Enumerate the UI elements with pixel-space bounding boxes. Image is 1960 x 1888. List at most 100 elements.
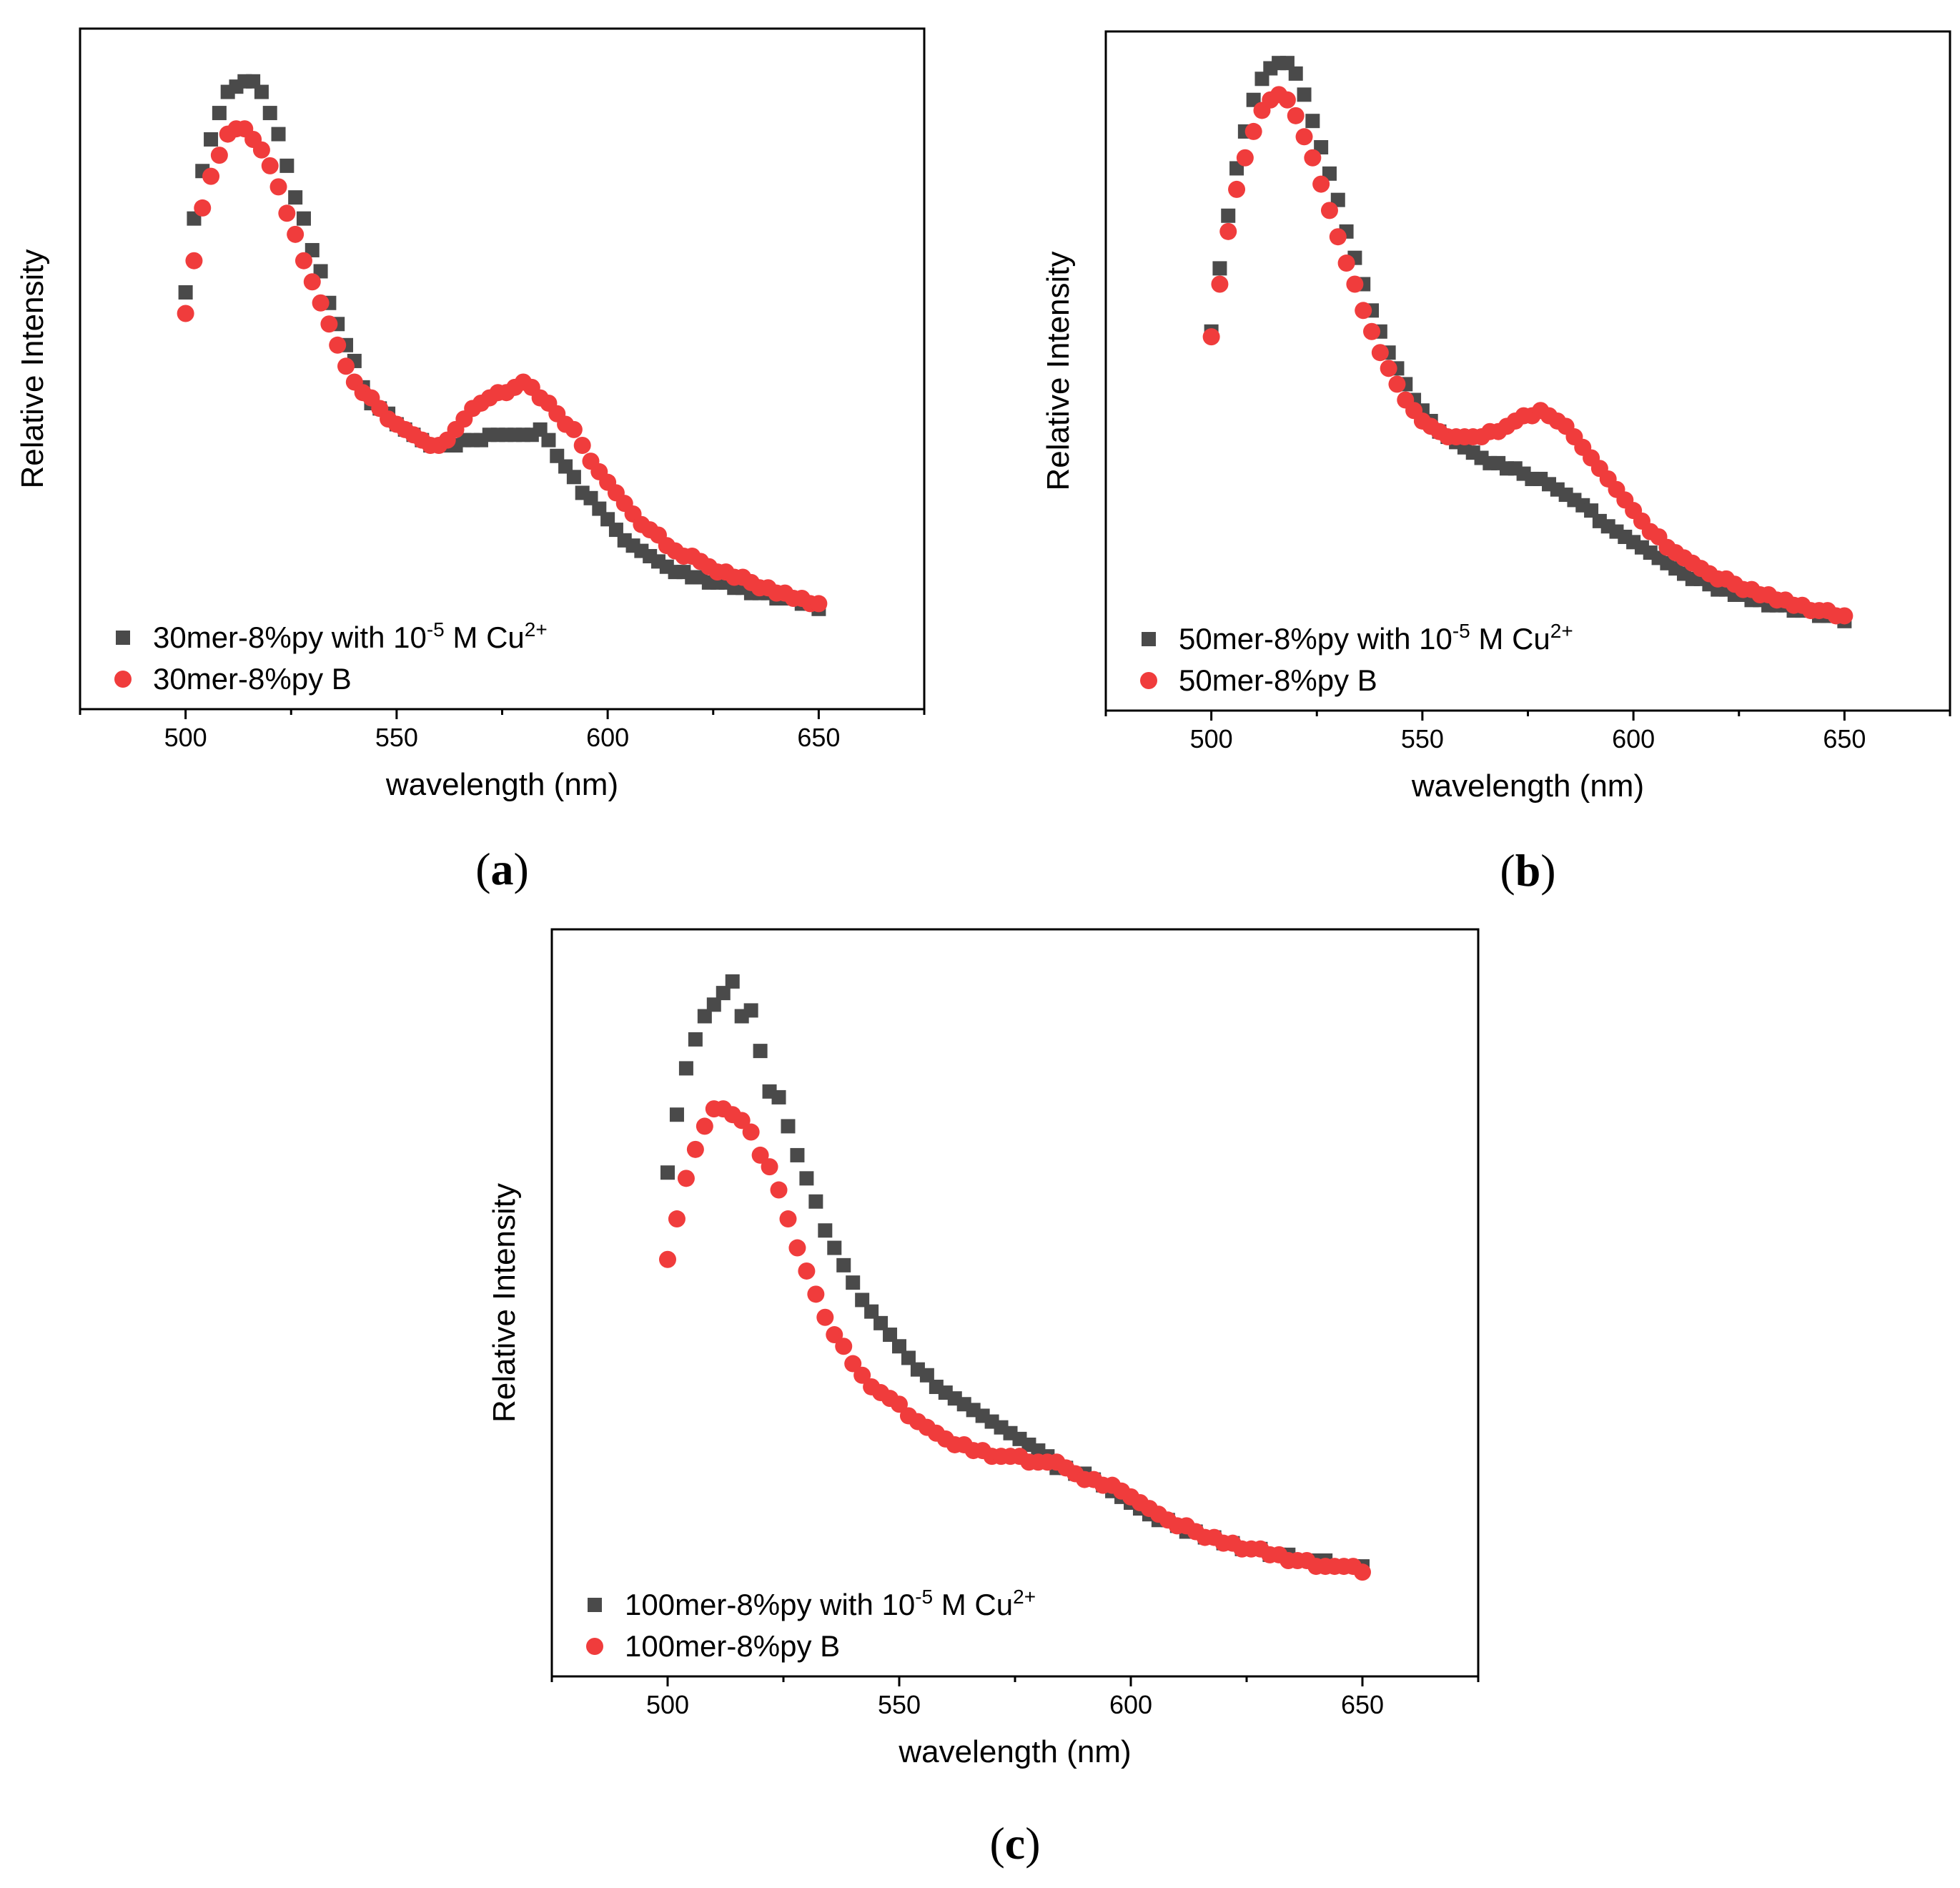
data-point-square bbox=[781, 1119, 796, 1134]
data-point-circle bbox=[1295, 128, 1313, 146]
data-point-square bbox=[204, 132, 219, 147]
legend: 30mer-8%py with 10-5 M Cu2+ 30mer-8%py B bbox=[114, 618, 548, 696]
legend-entry-unit: M Cu bbox=[933, 1588, 1013, 1621]
data-point-square bbox=[883, 1328, 898, 1343]
data-point-square bbox=[725, 974, 740, 989]
data-point-circle bbox=[798, 1262, 816, 1280]
legend-marker-circle bbox=[586, 1638, 603, 1655]
data-point-square bbox=[753, 1044, 768, 1059]
data-point-circle bbox=[779, 1210, 797, 1228]
x-tick-label: 600 bbox=[1612, 724, 1655, 753]
x-tick-label: 550 bbox=[375, 723, 418, 752]
panel-label: (c) bbox=[989, 1818, 1040, 1869]
x-axis-title: wavelength (nm) bbox=[385, 767, 618, 802]
x-axis-title: wavelength (nm) bbox=[1411, 768, 1644, 804]
data-point-circle bbox=[278, 204, 296, 222]
data-point-circle bbox=[835, 1338, 853, 1355]
data-point-square bbox=[864, 1304, 879, 1319]
data-point-square bbox=[706, 997, 721, 1012]
panel-label-close: ) bbox=[1025, 1818, 1040, 1869]
legend-marker-circle bbox=[1140, 672, 1157, 689]
data-point-square bbox=[288, 190, 303, 205]
data-point-circle bbox=[565, 420, 583, 438]
data-point-circle bbox=[1380, 360, 1397, 377]
data-point-circle bbox=[1278, 91, 1296, 109]
data-point-square bbox=[771, 1089, 786, 1104]
data-point-square bbox=[1297, 87, 1312, 102]
x-tick-label: 650 bbox=[797, 723, 840, 752]
data-point-circle bbox=[1287, 107, 1305, 124]
data-point-square bbox=[799, 1171, 814, 1186]
data-point-square bbox=[1305, 114, 1320, 129]
data-point-circle bbox=[185, 252, 203, 270]
data-point-circle bbox=[659, 1250, 676, 1268]
data-point-circle bbox=[742, 1123, 760, 1141]
data-point-square bbox=[808, 1194, 823, 1209]
data-point-circle bbox=[194, 199, 212, 217]
x-tick-label: 500 bbox=[1190, 724, 1233, 753]
y-axis-title: Relative Intensity bbox=[1041, 251, 1076, 490]
data-point-circle bbox=[1371, 344, 1389, 362]
panel-label-open: ( bbox=[475, 844, 490, 894]
data-point-square bbox=[541, 433, 556, 448]
data-point-circle bbox=[337, 357, 355, 375]
legend-entry: 100mer-8%py with 10-5 M Cu2+ bbox=[625, 1586, 1036, 1621]
data-point-circle bbox=[1211, 275, 1229, 293]
data-point-square bbox=[669, 1107, 684, 1122]
data-point-circle bbox=[1236, 149, 1254, 167]
data-point-square bbox=[818, 1223, 833, 1238]
legend-entry-base: 50mer-8%py with 10 bbox=[1179, 622, 1452, 656]
legend-entry-base: 30mer-8%py with 10 bbox=[153, 621, 427, 654]
legend: 50mer-8%py with 10-5 M Cu2+ 50mer-8%py B bbox=[1140, 620, 1573, 697]
y-axis-title: Relative Intensity bbox=[487, 1183, 522, 1423]
panel-label-close: ) bbox=[1540, 845, 1555, 896]
data-point-square bbox=[716, 986, 731, 1001]
data-point-circle bbox=[891, 1395, 908, 1413]
data-point-square bbox=[178, 285, 193, 300]
x-axis-title: wavelength (nm) bbox=[898, 1734, 1131, 1769]
data-point-circle bbox=[287, 225, 305, 243]
data-point-circle bbox=[1363, 322, 1381, 340]
data-point-circle bbox=[1337, 254, 1355, 272]
data-point-circle bbox=[1228, 180, 1246, 198]
data-point-square bbox=[827, 1240, 842, 1255]
data-point-square bbox=[279, 158, 295, 173]
legend-entry: 30mer-8%py with 10-5 M Cu2+ bbox=[153, 618, 548, 654]
data-point-circle bbox=[1836, 607, 1853, 625]
data-point-circle bbox=[573, 437, 591, 455]
data-point-circle bbox=[312, 294, 330, 312]
data-point-circle bbox=[733, 1112, 751, 1130]
data-point-circle bbox=[295, 252, 312, 270]
legend-entry-exponent: -5 bbox=[427, 618, 445, 641]
data-point-circle bbox=[853, 1366, 871, 1384]
data-point-square bbox=[566, 470, 581, 485]
data-point-circle bbox=[677, 1170, 695, 1187]
data-point-circle bbox=[686, 1140, 704, 1158]
legend-entry: 50mer-8%py B bbox=[1179, 663, 1377, 697]
data-point-square bbox=[836, 1257, 851, 1272]
data-point-square bbox=[873, 1315, 889, 1330]
panel-label-letter: b bbox=[1515, 845, 1541, 896]
x-tick-label: 600 bbox=[586, 723, 629, 752]
data-point-square bbox=[1212, 261, 1227, 276]
data-point-circle bbox=[329, 336, 347, 354]
data-point-square bbox=[743, 1003, 758, 1018]
x-tick-label: 550 bbox=[878, 1690, 921, 1719]
legend-entry-base: 100mer-8%py with 10 bbox=[625, 1588, 915, 1621]
data-point-square bbox=[790, 1147, 805, 1162]
data-point-circle bbox=[761, 1158, 778, 1176]
data-point-square bbox=[855, 1293, 870, 1308]
legend-entry-ion-charge: 2+ bbox=[1013, 1586, 1036, 1608]
data-point-circle bbox=[1312, 175, 1330, 193]
data-point-square bbox=[262, 106, 277, 121]
data-point-square bbox=[1221, 208, 1236, 223]
legend-entry-unit: M Cu bbox=[1470, 622, 1550, 656]
data-point-circle bbox=[1219, 222, 1237, 240]
legend-entry-unit: M Cu bbox=[445, 621, 525, 654]
data-point-circle bbox=[826, 1326, 843, 1344]
legend-marker-circle bbox=[114, 671, 132, 688]
panel-label-open: ( bbox=[989, 1818, 1004, 1869]
series-b bbox=[177, 120, 828, 613]
legend-entry-exponent: -5 bbox=[1452, 620, 1470, 642]
legend-entry-ion-charge: 2+ bbox=[1550, 620, 1573, 642]
